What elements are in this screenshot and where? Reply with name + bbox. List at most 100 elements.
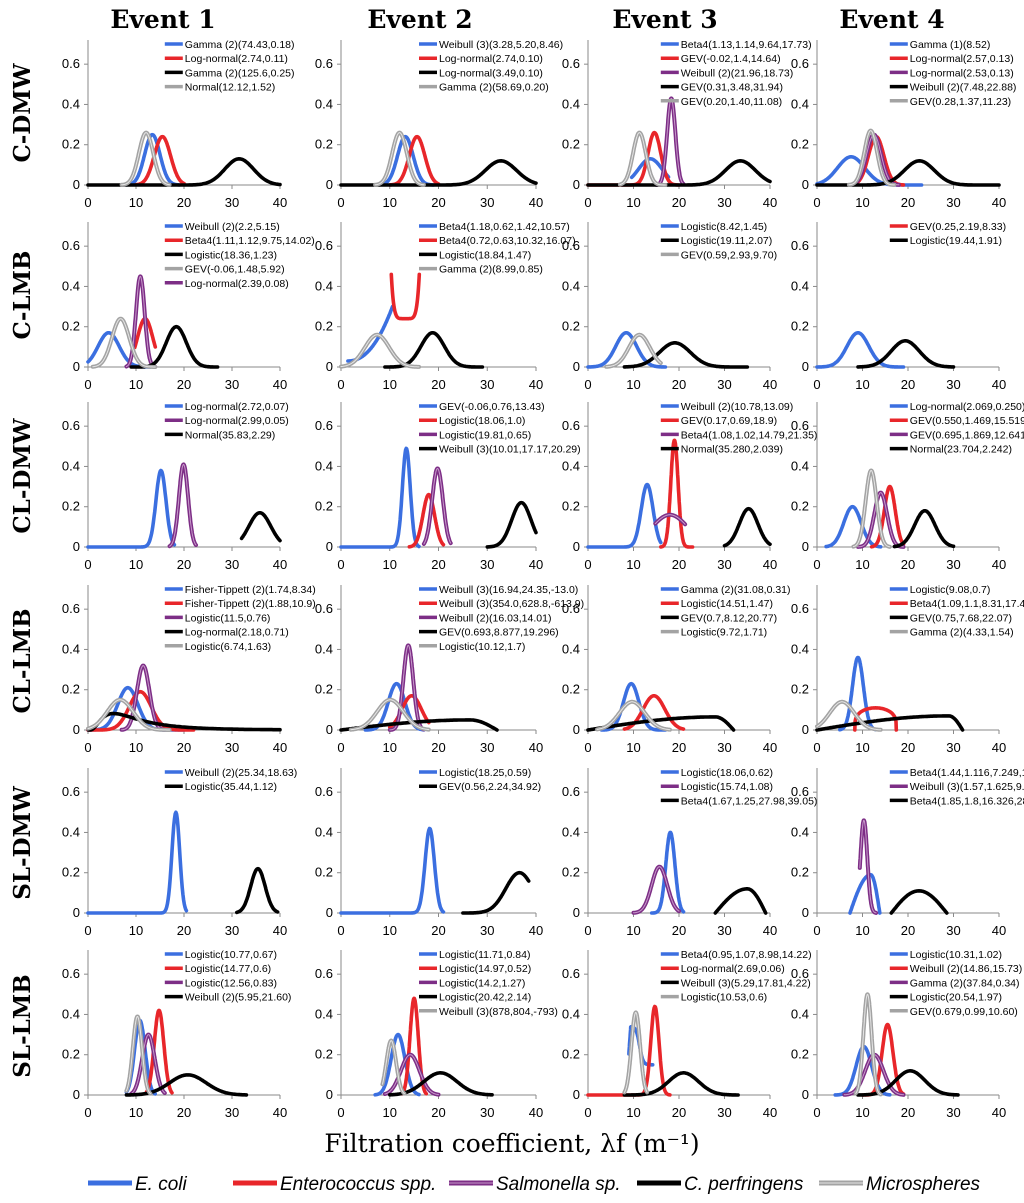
y-tick-label: 0 xyxy=(326,722,333,737)
legend-entry: Log-normal(2.99,0.05) xyxy=(185,415,289,427)
legend-entry: Beta4(1.44,1.116,7.249,13.8) xyxy=(910,767,1024,779)
x-tick-label: 30 xyxy=(480,195,494,210)
panel-cl-dmw-event-2: 0 0.2 0.4 0.6 0 10 20 30 40 GEV(-0.06,0.76,13.43)… xyxy=(315,401,581,572)
x-tick-label: 20 xyxy=(177,195,191,210)
y-tick-label: 0.6 xyxy=(562,601,580,616)
row-label-cl-lmb: CL-LMB xyxy=(9,608,36,713)
curve-ecoli xyxy=(373,1032,421,1097)
curve-ecoli xyxy=(378,134,436,187)
x-tick-label: 40 xyxy=(763,923,777,938)
y-tick-label: 0 xyxy=(573,1087,580,1102)
x-tick-label: 0 xyxy=(337,1105,344,1120)
y-tick-label: 0.6 xyxy=(315,601,333,616)
curve-cperf xyxy=(383,330,485,369)
x-tick-label: 0 xyxy=(813,740,820,755)
x-tick-label: 0 xyxy=(84,195,91,210)
curve-cperf xyxy=(586,715,736,732)
row-labels: C-DMW C-LMB CL-DMW CL-LMB SL-DMW SL-LMB xyxy=(9,62,36,1077)
y-tick-label: 0 xyxy=(326,359,333,374)
curve-entero xyxy=(658,438,695,549)
y-tick-label: 0 xyxy=(326,539,333,554)
x-tick-label: 20 xyxy=(672,377,686,392)
y-tick-label: 0.4 xyxy=(791,278,809,293)
curve-cperf xyxy=(339,718,499,732)
y-tick-label: 0.4 xyxy=(791,96,809,111)
y-tick-label: 0.4 xyxy=(62,824,80,839)
x-tick-label: 10 xyxy=(626,557,640,572)
x-tick-label: 0 xyxy=(584,923,591,938)
legend-entry: Beta4(1.09,1.1,8.31,17.43) xyxy=(910,598,1024,610)
curve-salm-inner xyxy=(655,97,684,186)
curve-ecoli xyxy=(848,872,882,915)
y-tick-label: 0.6 xyxy=(62,238,80,253)
y-tick-label: 0.6 xyxy=(562,784,580,799)
x-tick-label: 0 xyxy=(84,923,91,938)
x-tick-label: 20 xyxy=(431,195,445,210)
y-tick-label: 0 xyxy=(573,359,580,374)
y-tick-label: 0.2 xyxy=(791,1047,809,1062)
x-tick-label: 0 xyxy=(84,740,91,755)
x-tick-label: 30 xyxy=(225,1105,239,1120)
curve-micro-inner xyxy=(855,993,882,1095)
legend-entry: Normal(35.280,2.039) xyxy=(681,444,783,456)
legend-entry: Weibull (3)(1.57,1.625,9.37) xyxy=(910,781,1024,793)
x-tick-label: 20 xyxy=(672,740,686,755)
y-tick-label: 0.2 xyxy=(315,682,333,697)
event-title-1: Event 1 xyxy=(110,5,215,34)
legend-entry: Weibull (2)(21.96,18.73) xyxy=(681,67,793,79)
legend-entry: Logistic(19.81,0.65) xyxy=(439,429,531,441)
x-tick-label: 30 xyxy=(480,923,494,938)
curve-micro-inner xyxy=(125,1016,151,1095)
legend-entry: GEV(0.20,1.40,11.08) xyxy=(681,96,782,108)
curve-salm-inner xyxy=(423,468,452,545)
legend-entry: Weibull (2)(2.2,5.15) xyxy=(185,221,280,233)
y-tick-label: 0.4 xyxy=(791,1006,809,1021)
y-tick-label: 0.2 xyxy=(791,137,809,152)
legend-entry: Gamma (2)(125.6,0.25) xyxy=(185,67,295,79)
x-tick-label: 30 xyxy=(225,377,239,392)
x-tick-label: 20 xyxy=(177,377,191,392)
y-tick-label: 0 xyxy=(73,359,80,374)
curve-salm-inner xyxy=(169,463,197,547)
legend-entry: Logistic(8.42,1.45) xyxy=(681,221,767,233)
curve-cperf xyxy=(485,500,538,549)
curve-ecoli xyxy=(124,132,181,187)
x-tick-label: 10 xyxy=(855,923,869,938)
curve-salm-inner xyxy=(654,514,686,525)
curve-entero xyxy=(86,689,196,732)
y-tick-label: 0.2 xyxy=(791,499,809,514)
x-tick-label: 10 xyxy=(129,377,143,392)
x-tick-label: 0 xyxy=(584,740,591,755)
curve-cperf xyxy=(856,1069,960,1097)
y-tick-label: 0 xyxy=(802,722,809,737)
x-tick-label: 40 xyxy=(992,195,1006,210)
x-tick-label: 40 xyxy=(763,740,777,755)
curve-cperf xyxy=(124,1073,249,1097)
y-tick-label: 0.4 xyxy=(315,96,333,111)
row-label-cl-dmw: CL-DMW xyxy=(9,417,36,533)
panel-sl-dmw-event-3: 0 0.2 0.4 0.6 0 10 20 30 40 Logistic(18.06,0.62) L… xyxy=(562,767,817,938)
curve-ecoli xyxy=(86,468,177,549)
legend-entry: GEV(0.28,1.37,11.23) xyxy=(910,96,1011,108)
curve-salm-outer xyxy=(631,864,681,915)
x-axis-label: Filtration coefficient, λf (m⁻¹) xyxy=(324,1129,699,1158)
legend-entry: GEV(0.25,2.19,8.33) xyxy=(910,221,1006,233)
x-tick-label: 40 xyxy=(273,195,287,210)
y-tick-label: 0.2 xyxy=(62,865,80,880)
curve-ecoli xyxy=(346,304,395,363)
row-label-sl-lmb: SL-LMB xyxy=(9,974,36,1077)
x-tick-label: 30 xyxy=(225,195,239,210)
x-tick-label: 20 xyxy=(431,557,445,572)
curve-entero xyxy=(869,484,906,549)
panel-cl-dmw-event-4: 0 0.2 0.4 0.6 0 10 20 30 40 Log-normal(2.069,0.25… xyxy=(791,401,1024,572)
x-tick-label: 0 xyxy=(337,557,344,572)
legend-entry: Logistic(12.56,0.83) xyxy=(185,977,277,989)
legend-entry: Gamma (2)(8.99,0.85) xyxy=(439,264,543,276)
legend-entry: GEV(-0.06,0.76,13.43) xyxy=(439,401,545,413)
curve-salm-inner xyxy=(859,819,877,914)
y-tick-label: 0.2 xyxy=(791,865,809,880)
y-tick-label: 0.2 xyxy=(315,1047,333,1062)
y-tick-label: 0.4 xyxy=(62,96,80,111)
y-tick-label: 0.6 xyxy=(791,784,809,799)
y-tick-label: 0.4 xyxy=(562,96,580,111)
